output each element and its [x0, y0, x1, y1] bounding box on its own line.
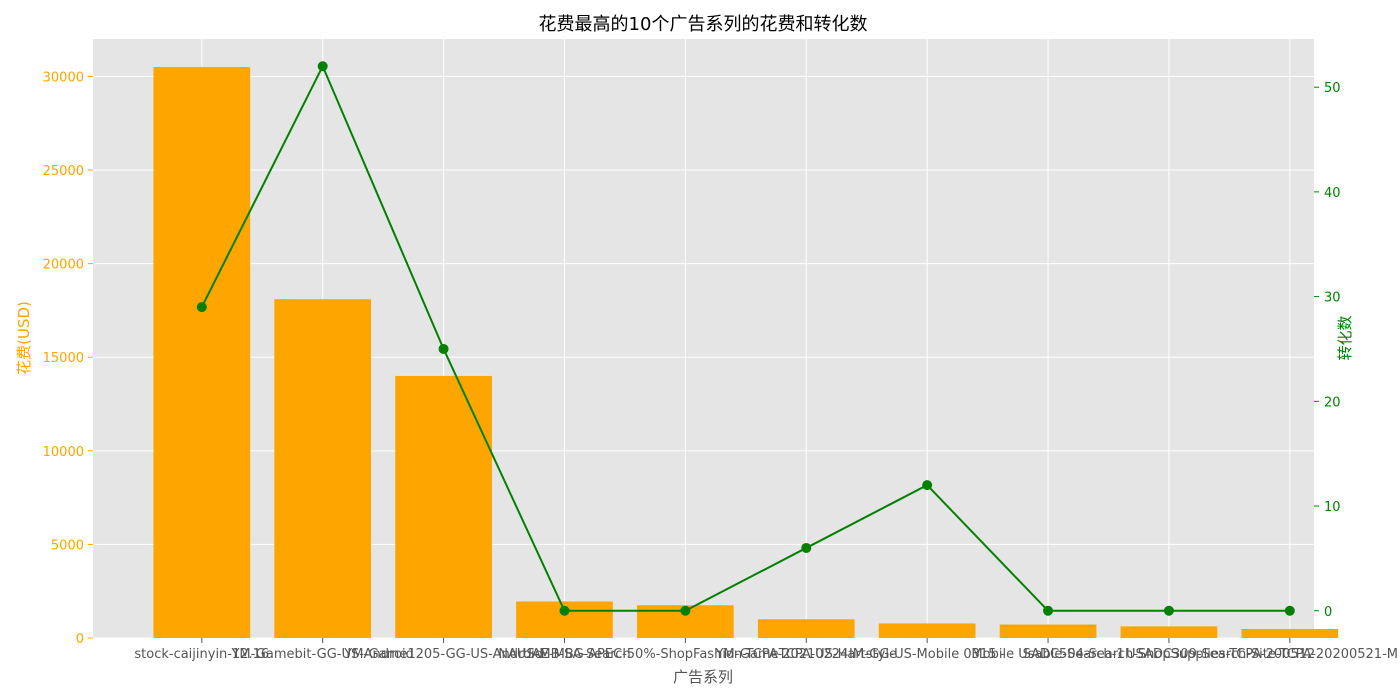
x-tick-label: YM-Gamebit-GG-US-Android [230, 647, 413, 662]
right-tick-label: 40 [1324, 186, 1341, 201]
right-y-axis: 0 10 20 30 40 50 [1314, 81, 1341, 620]
bar [999, 624, 1097, 638]
x-tick-label: YM-Game1205-GG-US-Android [343, 647, 543, 662]
line-point [438, 343, 449, 354]
left-tick-label: 0 [76, 632, 84, 647]
bar [153, 67, 251, 638]
bar [757, 619, 855, 638]
left-tick-label: 5000 [51, 538, 84, 553]
x-tick-label: Mobile Usable-Search-1 [971, 647, 1124, 662]
line-point [1284, 605, 1295, 616]
left-y-axis-label: 花费(USD) [15, 301, 33, 375]
x-tick-label: UAE-MBG-APEC-50%-ShopFashion-TCPA-202102… [522, 647, 848, 662]
line-point [801, 542, 812, 553]
line-point [196, 302, 207, 313]
chart-title: 花费最高的10个广告系列的花费和转化数 [539, 14, 868, 35]
bar [274, 299, 372, 638]
left-y-axis: 0 5000 10000 15000 20000 25000 30000 [43, 70, 93, 647]
right-tick-label: 30 [1324, 291, 1341, 306]
x-axis: stock-caijinyin-12.16YM-Gamebit-GG-US-An… [134, 638, 1398, 662]
line-point [317, 61, 328, 72]
x-tick-label: IM-GG-US-Mobile 0315 - [849, 647, 1006, 662]
bar [1241, 629, 1339, 638]
x-tick-label: SADC504-Search-ShopSupplies-TCPA-200512 [1023, 647, 1316, 662]
right-tick-label: 20 [1324, 395, 1341, 410]
x-tick-label: USADC309-Search-Site-TCPA-20200521-M [1126, 647, 1398, 662]
line-point [1163, 605, 1174, 616]
line-point [559, 605, 570, 616]
right-tick-label: 0 [1324, 605, 1332, 620]
line-series [196, 61, 1295, 616]
left-tick-label: 15000 [43, 351, 84, 366]
x-tick-label: NAUS-MB-SA-Search [498, 647, 630, 662]
line-point [680, 605, 691, 616]
bar-series [153, 67, 1339, 638]
x-tick-label: YM-GameTCPA-US-Hartstyle [715, 647, 897, 662]
bar [1120, 626, 1218, 638]
right-y-axis-label: 转化数 [1336, 315, 1354, 360]
left-tick-label: 30000 [43, 70, 84, 85]
right-tick-label: 50 [1324, 81, 1341, 96]
line-point [922, 480, 933, 491]
bar [395, 375, 492, 638]
left-tick-label: 10000 [43, 445, 84, 460]
left-tick-label: 20000 [43, 258, 84, 273]
line-point [1043, 605, 1054, 616]
x-axis-label: 广告系列 [673, 668, 733, 686]
left-tick-label: 25000 [43, 164, 84, 179]
bar [878, 623, 976, 638]
x-tick-label: stock-caijinyin-12.16 [134, 647, 269, 662]
line-path [200, 63, 1290, 612]
right-tick-label: 10 [1324, 500, 1341, 515]
